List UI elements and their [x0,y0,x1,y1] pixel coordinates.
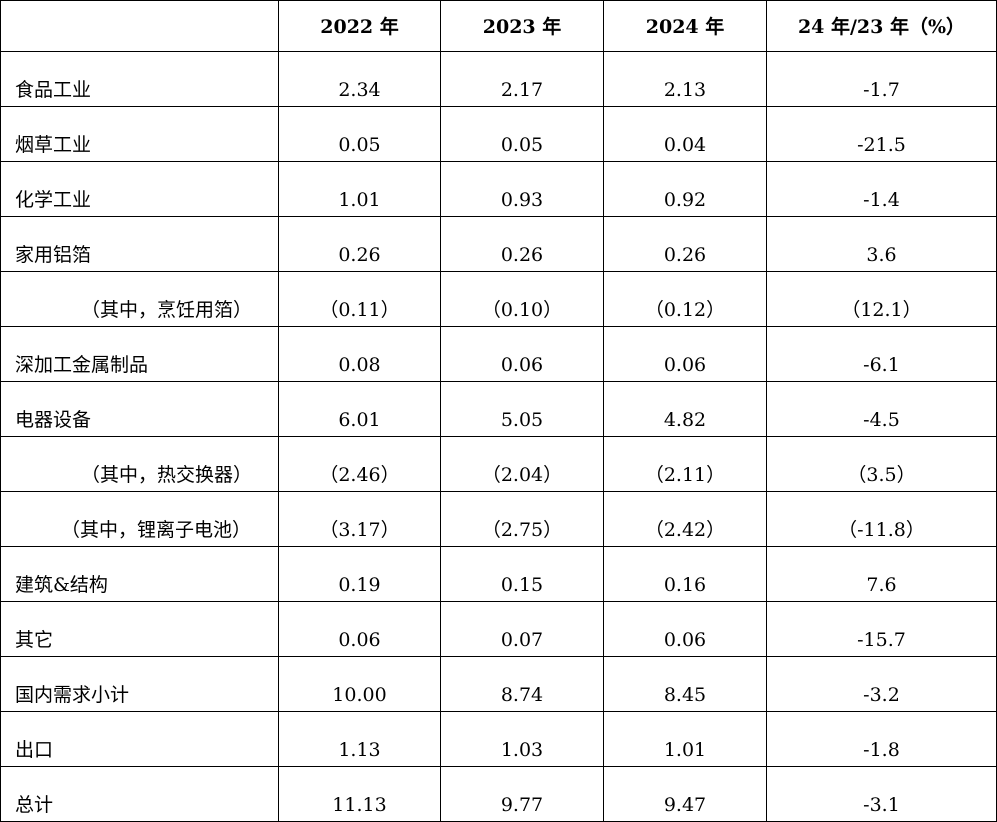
table-row: 国内需求小计 10.00 8.74 8.45 -3.2 [0,656,997,712]
cell-year-2023: 1.03 [440,711,604,767]
row-label: 烟草工业 [0,106,279,162]
cell-year-2023: 0.93 [440,161,604,217]
cell-year-2022: 1.13 [278,711,441,767]
cell-year-2023: （2.04） [440,436,604,492]
header-row: 2022 年 2023 年 2024 年 24 年/23 年（%） [0,0,997,52]
row-label: 化学工业 [0,161,279,217]
cell-year-2023: 0.26 [440,216,604,272]
row-label: （其中，热交换器） [0,436,279,492]
cell-change-pct: -4.5 [766,381,997,437]
cell-year-2023: 5.05 [440,381,604,437]
header-cell-corner [0,0,279,52]
cell-change-pct: -6.1 [766,326,997,382]
cell-year-2024: 0.92 [603,161,767,217]
row-label: 总计 [0,766,279,822]
cell-year-2024: 1.01 [603,711,767,767]
row-label: 食品工业 [0,51,279,107]
cell-change-pct: -1.8 [766,711,997,767]
header-cell-change-pct: 24 年/23 年（%） [766,0,997,52]
cell-year-2023: 0.15 [440,546,604,602]
cell-year-2022: 10.00 [278,656,441,712]
cell-change-pct: （12.1） [766,271,997,327]
cell-year-2023: 0.06 [440,326,604,382]
cell-year-2024: （2.42） [603,491,767,547]
cell-year-2022: 11.13 [278,766,441,822]
table-row: 化学工业 1.01 0.93 0.92 -1.4 [0,161,997,217]
cell-year-2024: 4.82 [603,381,767,437]
cell-year-2022: 0.08 [278,326,441,382]
table-row: （其中，锂离子电池） （3.17） （2.75） （2.42） （-11.8） [0,491,997,547]
row-label: 深加工金属制品 [0,326,279,382]
cell-year-2022: 0.06 [278,601,441,657]
cell-year-2024: 0.06 [603,601,767,657]
cell-year-2024: 8.45 [603,656,767,712]
cell-year-2023: 2.17 [440,51,604,107]
row-label: 国内需求小计 [0,656,279,712]
table-row: 出口 1.13 1.03 1.01 -1.8 [0,711,997,767]
cell-year-2022: 0.26 [278,216,441,272]
cell-year-2022: 0.19 [278,546,441,602]
cell-change-pct: -3.2 [766,656,997,712]
table-row: 深加工金属制品 0.08 0.06 0.06 -6.1 [0,326,997,382]
row-label: 其它 [0,601,279,657]
table-row: 建筑&结构 0.19 0.15 0.16 7.6 [0,546,997,602]
cell-year-2023: 8.74 [440,656,604,712]
table-row: 电器设备 6.01 5.05 4.82 -4.5 [0,381,997,437]
row-label: 出口 [0,711,279,767]
cell-year-2024: （0.12） [603,271,767,327]
cell-year-2022: （2.46） [278,436,441,492]
cell-year-2022: 6.01 [278,381,441,437]
table-row: 家用铝箔 0.26 0.26 0.26 3.6 [0,216,997,272]
table-row: （其中，热交换器） （2.46） （2.04） （2.11） （3.5） [0,436,997,492]
cell-change-pct: -21.5 [766,106,997,162]
row-label: 电器设备 [0,381,279,437]
cell-change-pct: -3.1 [766,766,997,822]
cell-change-pct: -15.7 [766,601,997,657]
table-row: （其中，烹饪用箔） （0.11） （0.10） （0.12） （12.1） [0,271,997,327]
cell-change-pct: -1.7 [766,51,997,107]
cell-year-2022: 2.34 [278,51,441,107]
cell-change-pct: （3.5） [766,436,997,492]
cell-year-2024: 2.13 [603,51,767,107]
header-cell-year-2024: 2024 年 [603,0,767,52]
cell-year-2023: （0.10） [440,271,604,327]
table-row: 食品工业 2.34 2.17 2.13 -1.7 [0,51,997,107]
cell-change-pct: -1.4 [766,161,997,217]
row-label: （其中，烹饪用箔） [0,271,279,327]
header-cell-year-2022: 2022 年 [278,0,441,52]
row-label: 建筑&结构 [0,546,279,602]
table-body: 食品工业 2.34 2.17 2.13 -1.7 烟草工业 0.05 0.05 0.04 -21.… [0,51,997,822]
header-cell-year-2023: 2023 年 [440,0,604,52]
row-label: 家用铝箔 [0,216,279,272]
cell-change-pct: 3.6 [766,216,997,272]
cell-year-2024: 0.06 [603,326,767,382]
cell-year-2022: （0.11） [278,271,441,327]
cell-year-2024: 0.16 [603,546,767,602]
cell-year-2024: 0.26 [603,216,767,272]
cell-year-2023: 0.07 [440,601,604,657]
table-row: 其它 0.06 0.07 0.06 -15.7 [0,601,997,657]
cell-year-2022: （3.17） [278,491,441,547]
cell-change-pct: 7.6 [766,546,997,602]
cell-year-2024: 0.04 [603,106,767,162]
cell-year-2022: 1.01 [278,161,441,217]
cell-year-2023: （2.75） [440,491,604,547]
cell-change-pct: （-11.8） [766,491,997,547]
cell-year-2022: 0.05 [278,106,441,162]
table-row: 总计 11.13 9.77 9.47 -3.1 [0,766,997,822]
cell-year-2024: （2.11） [603,436,767,492]
table-row: 烟草工业 0.05 0.05 0.04 -21.5 [0,106,997,162]
cell-year-2023: 0.05 [440,106,604,162]
cell-year-2023: 9.77 [440,766,604,822]
cell-year-2024: 9.47 [603,766,767,822]
row-label: （其中，锂离子电池） [0,491,279,547]
